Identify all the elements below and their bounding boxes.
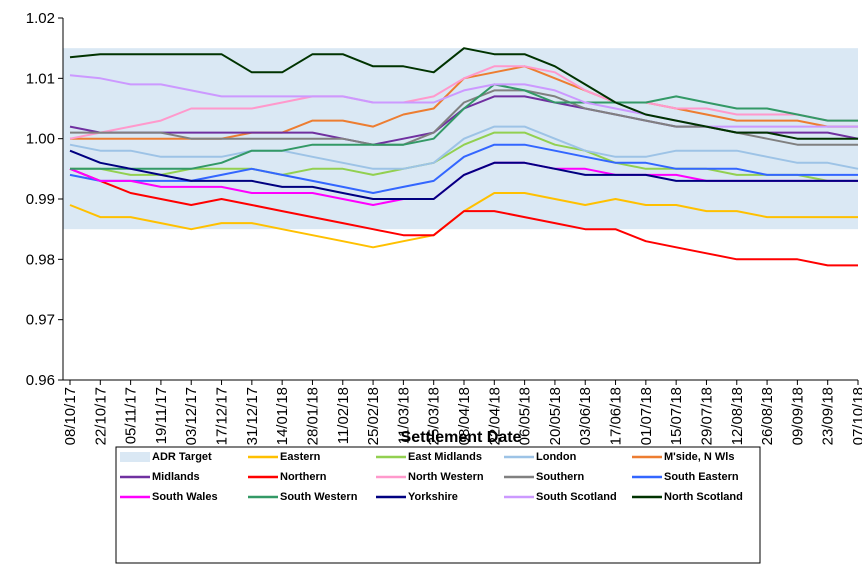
x-tick-label: 08/10/17 [62,387,79,445]
x-tick-label: 19/11/17 [153,387,170,444]
y-tick-label: 0.99 [26,191,55,208]
x-tick-label: 26/08/18 [759,387,776,445]
x-tick-label: 11/02/18 [335,387,352,444]
legend-label: M'side, N Wls [664,451,734,463]
legend-swatch [120,452,150,462]
legend-label: South Scotland [536,491,617,503]
legend-label: Midlands [152,471,200,483]
series-line [70,131,858,182]
x-tick-label: 08/04/18 [456,387,473,445]
x-tick-label: 31/12/17 [244,387,261,445]
x-tick-label: 22/10/17 [92,387,109,445]
y-tick-label: 1.00 [26,131,55,148]
x-tick-label: 17/06/18 [608,387,625,445]
x-tick-label: 09/09/18 [789,387,806,445]
legend-label: London [536,451,577,463]
y-tick-label: 1.02 [26,10,55,27]
series-line [69,47,858,140]
y-tick-label: 0.97 [26,312,55,329]
legend-label: South Eastern [664,471,739,483]
series-line [69,74,858,128]
series-line [69,65,858,140]
legend-label: ADR Target [152,451,212,463]
x-tick-label: 11/03/18 [395,387,412,444]
x-tick-label: 23/09/18 [820,387,837,445]
legend-label: East Midlands [408,451,482,463]
x-tick-label: 03/06/18 [577,387,594,445]
x-tick-label: 15/07/18 [668,387,685,445]
legend-label: Yorkshire [408,491,458,503]
x-axis-label: Settlement Date [401,429,522,446]
legend-label: Southern [536,471,585,483]
legend-label: Northern [280,471,327,483]
x-tick-label: 06/05/18 [517,387,534,445]
y-tick-label: 0.98 [26,251,55,268]
legend-label: South Western [280,491,358,503]
series-line [69,143,858,194]
x-tick-label: 01/07/18 [638,387,655,445]
x-tick-label: 25/03/18 [426,387,443,445]
y-tick-label: 0.96 [26,372,55,389]
legend-label: South Wales [152,491,218,503]
series-line [69,149,858,200]
x-tick-label: 28/01/18 [304,387,321,445]
x-tick-label: 29/07/18 [698,387,715,445]
x-tick-label: 20/05/18 [547,387,564,445]
legend-box [115,446,761,564]
x-tick-label: 07/10/18 [850,387,862,445]
y-tick-label: 1.01 [26,70,55,87]
legend-label: North Scotland [664,491,743,503]
series-line [70,83,858,170]
legend-label: Eastern [280,451,321,463]
x-tick-label: 25/02/18 [365,387,382,445]
x-tick-label: 22/04/18 [486,387,503,445]
legend-label: North Western [408,471,484,483]
x-tick-label: 12/08/18 [729,387,746,445]
x-tick-label: 03/12/17 [183,387,200,445]
series-line [69,167,858,267]
series-line [69,125,859,170]
x-tick-label: 05/11/17 [123,387,140,444]
x-tick-label: 17/12/17 [214,387,231,445]
x-tick-label: 14/01/18 [274,387,291,445]
